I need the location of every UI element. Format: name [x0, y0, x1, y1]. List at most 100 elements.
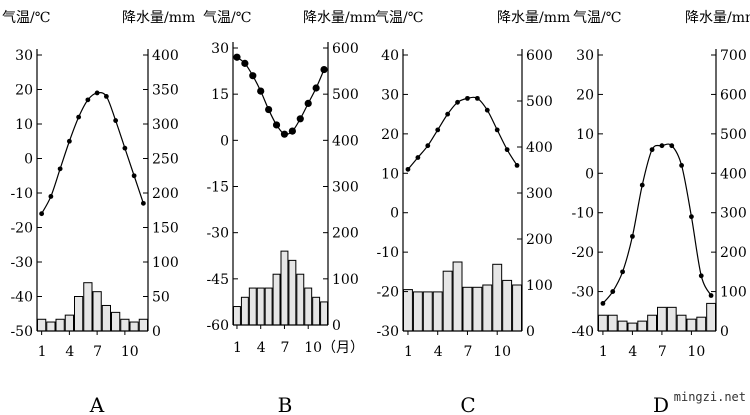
precipitation-tick-label: 200 — [332, 226, 359, 242]
precipitation-tick-label: 500 — [526, 94, 553, 110]
temperature-point — [600, 301, 606, 306]
precipitation-bar — [607, 314, 618, 332]
temperature-point — [679, 163, 684, 168]
temperature-point — [304, 99, 312, 107]
precipitation-bar — [462, 286, 473, 332]
temperature-tick-label: 20 — [381, 127, 399, 143]
precipitation-bar — [482, 284, 493, 332]
temperature-point — [455, 99, 460, 105]
precipitation-bar — [637, 320, 648, 332]
temperature-point — [445, 111, 451, 117]
month-tick-label: 7 — [93, 344, 102, 360]
temperature-tick-label: -20 — [571, 245, 594, 261]
precipitation-tick-label: 300 — [526, 186, 553, 202]
precipitation-bar — [403, 289, 413, 332]
precipitation-bar — [686, 318, 697, 332]
precipitation-tick-label: 0 — [332, 318, 341, 334]
temperature-tick-label: -10 — [10, 186, 33, 202]
precipitation-bar — [657, 306, 667, 332]
precipitation-tick-label: 200 — [152, 186, 179, 202]
temperature-axis-title: 气温/℃ — [573, 10, 621, 26]
precipitation-tick-label: 400 — [152, 48, 179, 64]
temperature-axis-title: 气温/℃ — [2, 10, 50, 26]
temperature-point — [272, 121, 281, 129]
precipitation-bar — [452, 261, 463, 332]
temperature-tick-label: -10 — [376, 245, 399, 261]
month-tick-label: 1 — [404, 344, 413, 360]
precipitation-bar — [280, 250, 289, 326]
temperature-tick-label: -20 — [10, 221, 33, 237]
precipitation-axis-title: 降水量/mm — [122, 10, 195, 26]
temperature-tick-label: 15 — [211, 87, 229, 103]
temperature-point — [257, 87, 265, 95]
chart-letter-label: A — [89, 393, 105, 415]
precipitation-tick-label: 500 — [720, 127, 747, 143]
temperature-point — [425, 143, 431, 149]
temperature-point — [514, 163, 520, 168]
precipitation-tick-label: 400 — [720, 166, 747, 182]
precipitation-bar — [111, 311, 121, 332]
temperature-point — [659, 143, 665, 149]
precipitation-bar — [598, 314, 608, 332]
precipitation-bar — [706, 302, 716, 332]
climate-chart-d: 气温/℃降水量/mm3020100-10-20-30-4070060050040… — [571, 10, 750, 415]
temperature-point — [415, 155, 421, 160]
precipitation-tick-label: 0 — [720, 324, 729, 340]
temperature-point — [76, 114, 82, 120]
temperature-axis-title: 气温/℃ — [375, 10, 423, 26]
temperature-tick-label: 40 — [381, 48, 399, 64]
month-tick-label: 10（月） — [304, 340, 364, 356]
month-tick-label: 1 — [38, 344, 47, 360]
temperature-point — [649, 147, 655, 153]
temperature-tick-label: -10 — [571, 206, 594, 222]
precipitation-bar — [46, 321, 56, 332]
precipitation-tick-label: 600 — [332, 41, 359, 57]
precipitation-bar — [288, 259, 297, 326]
temperature-point — [474, 95, 480, 101]
temperature-tick-label: 10 — [576, 127, 594, 143]
temperature-tick-label: -60 — [206, 318, 229, 334]
temperature-tick-label: 30 — [15, 48, 33, 64]
precipitation-axis-title: 降水量/mm — [303, 10, 376, 26]
precipitation-tick-label: 300 — [332, 180, 359, 196]
precipitation-bar — [617, 320, 628, 332]
temperature-point — [233, 53, 241, 61]
precipitation-bar — [502, 279, 513, 332]
precipitation-tick-label: 100 — [332, 272, 359, 288]
precipitation-bar — [304, 287, 313, 326]
precipitation-tick-label: 300 — [152, 117, 179, 133]
temperature-point — [610, 289, 616, 294]
precipitation-bar — [129, 321, 139, 332]
precipitation-bar — [412, 291, 423, 332]
temperature-tick-label: 20 — [15, 83, 33, 99]
precipitation-bar — [647, 314, 657, 332]
temperature-point — [39, 211, 45, 217]
precipitation-bar — [320, 301, 328, 326]
precipitation-tick-label: 350 — [152, 83, 179, 99]
temperature-point — [630, 233, 635, 239]
temperature-point — [122, 145, 128, 151]
precipitation-bar — [696, 316, 707, 332]
temperature-axis-title: 气温/℃ — [203, 10, 251, 26]
temperature-point — [113, 118, 119, 123]
month-tick-label: 4 — [257, 340, 266, 356]
temperature-point — [103, 94, 109, 99]
temperature-point — [296, 115, 304, 123]
temperature-point — [620, 269, 625, 275]
precipitation-tick-label: 0 — [526, 324, 535, 340]
precipitation-bar — [64, 314, 74, 332]
temperature-tick-label: -30 — [376, 324, 399, 340]
temperature-tick-label: 0 — [220, 133, 229, 149]
precipitation-tick-label: 50 — [152, 290, 170, 306]
precipitation-bar — [492, 263, 503, 332]
month-tick-label: 1 — [599, 344, 608, 360]
temperature-tick-label: -40 — [571, 324, 594, 340]
temperature-tick-label: -30 — [206, 226, 229, 242]
watermark-text: mingzi.net — [674, 390, 746, 404]
precipitation-bar — [264, 287, 273, 326]
precipitation-tick-label: 400 — [332, 133, 359, 149]
precipitation-bar — [83, 282, 93, 332]
temperature-tick-label: 30 — [576, 48, 594, 64]
precipitation-bar — [240, 296, 249, 326]
precipitation-tick-label: 600 — [720, 87, 747, 103]
